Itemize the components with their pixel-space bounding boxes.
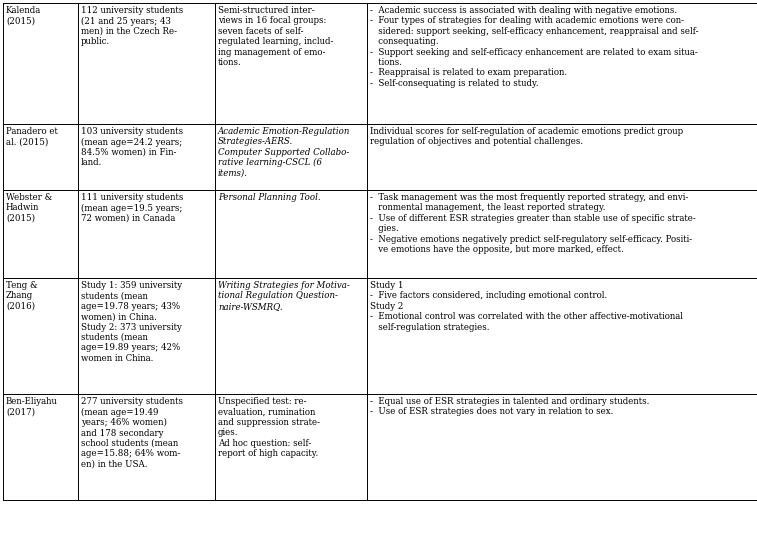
Text: Ben-Eliyahu
(2017): Ben-Eliyahu (2017)	[6, 397, 58, 416]
Text: Unspecified test: re-
evaluation, rumination
and suppression strate-
gies.
Ad ho: Unspecified test: re- evaluation, rumina…	[218, 397, 320, 458]
Text: Individual scores for self-regulation of academic emotions predict group
regulat: Individual scores for self-regulation of…	[370, 127, 683, 146]
Text: Study 1
-  Five factors considered, including emotional control.
Study 2
-  Emot: Study 1 - Five factors considered, inclu…	[370, 281, 683, 332]
Text: -  Academic success is associated with dealing with negative emotions.
-  Four t: - Academic success is associated with de…	[370, 6, 699, 88]
Text: Webster &
Hadwin
(2015): Webster & Hadwin (2015)	[6, 193, 52, 223]
Text: -  Task management was the most frequently reported strategy, and envi-
   ronme: - Task management was the most frequentl…	[370, 193, 696, 254]
Text: Panadero et
al. (2015): Panadero et al. (2015)	[6, 127, 58, 146]
Text: Personal Planning Tool.: Personal Planning Tool.	[218, 193, 321, 202]
Text: 112 university students
(21 and 25 years; 43
men) in the Czech Re-
public.: 112 university students (21 and 25 years…	[81, 6, 183, 46]
Text: Writing Strategies for Motiva-
tional Regulation Question-
naire-WSMRQ.: Writing Strategies for Motiva- tional Re…	[218, 281, 350, 311]
Text: -  Equal use of ESR strategies in talented and ordinary students.
-  Use of ESR : - Equal use of ESR strategies in talente…	[370, 397, 650, 416]
Text: 111 university students
(mean age=19.5 years;
72 women) in Canada: 111 university students (mean age=19.5 y…	[81, 193, 183, 223]
Text: 103 university students
(mean age=24.2 years;
84.5% women) in Fin-
land.: 103 university students (mean age=24.2 y…	[81, 127, 183, 168]
Text: Kalenda
(2015): Kalenda (2015)	[6, 6, 41, 26]
Text: Teng &
Zhang
(2016): Teng & Zhang (2016)	[6, 281, 38, 311]
Text: Study 1: 359 university
students (mean
age=19.78 years; 43%
women) in China.
Stu: Study 1: 359 university students (mean a…	[81, 281, 182, 363]
Text: Semi-structured inter-
views in 16 focal groups:
seven facets of self-
regulated: Semi-structured inter- views in 16 focal…	[218, 6, 333, 67]
Text: 277 university students
(mean age=19.49
years; 46% women)
and 178 secondary
scho: 277 university students (mean age=19.49 …	[81, 397, 183, 469]
Text: Academic Emotion-Regulation
Strategies-AERS.
Computer Supported Collabo-
rative : Academic Emotion-Regulation Strategies-A…	[218, 127, 350, 178]
